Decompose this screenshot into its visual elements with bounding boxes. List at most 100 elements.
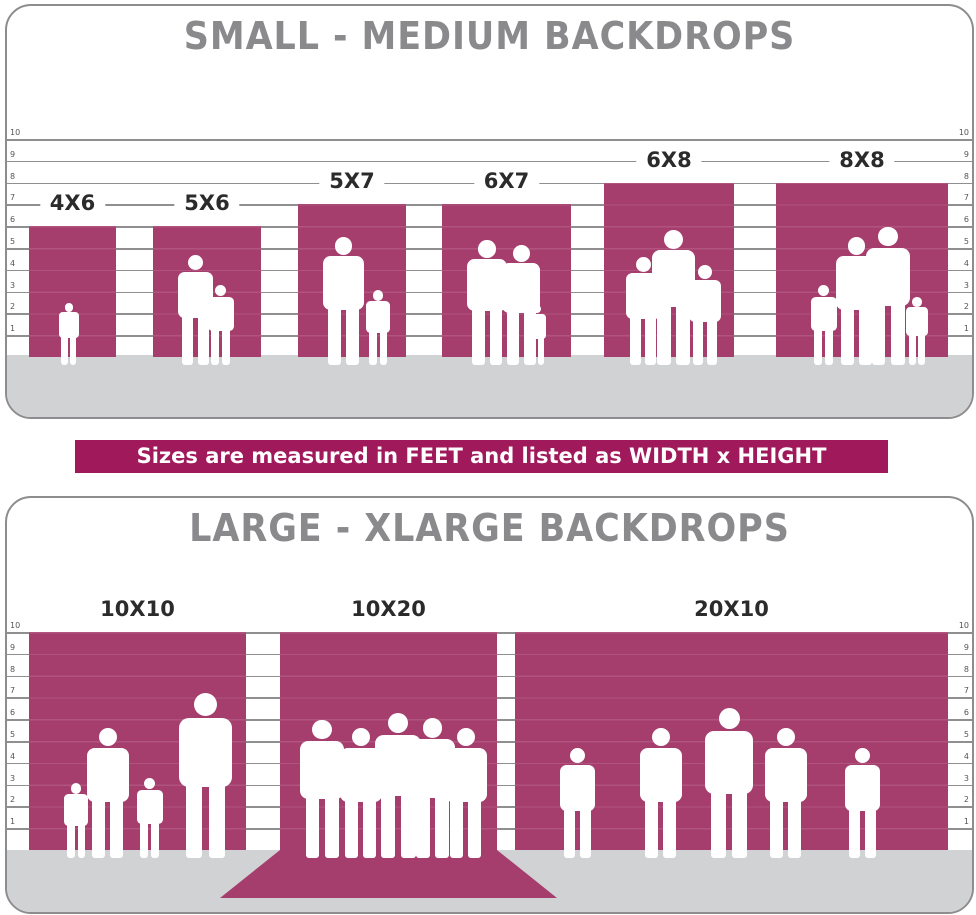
head <box>512 245 530 262</box>
person-silhouette <box>208 285 234 365</box>
person-silhouette <box>467 240 507 365</box>
head <box>532 305 541 314</box>
head <box>698 265 712 279</box>
head <box>388 713 409 734</box>
backdrop-label: 4X6 <box>39 191 106 216</box>
backdrop-label: 10X10 <box>90 597 185 621</box>
person-silhouette <box>445 728 487 858</box>
scale-tick-left: 6 <box>10 708 16 718</box>
leg <box>676 297 690 365</box>
leg <box>732 783 747 858</box>
head <box>818 285 830 297</box>
scale-tick-left: 1 <box>10 324 16 334</box>
leg <box>645 793 659 858</box>
leg <box>693 315 703 365</box>
leg <box>630 311 642 365</box>
leg <box>415 788 430 858</box>
scale-tick-right: 1 <box>963 324 969 334</box>
leg <box>707 315 717 365</box>
leg <box>151 818 160 858</box>
scale-tick-right: 3 <box>963 280 969 290</box>
scale-tick-left: 2 <box>10 795 16 805</box>
torso <box>137 790 163 824</box>
person-silhouette <box>179 693 232 858</box>
torso <box>178 271 214 318</box>
head <box>187 255 204 271</box>
leg <box>369 327 377 365</box>
backdrop-label: 8X8 <box>829 147 895 172</box>
leg <box>380 785 396 858</box>
leg <box>841 301 854 365</box>
torso <box>502 263 541 314</box>
leg <box>814 325 823 365</box>
leg <box>67 820 75 858</box>
person-silhouette <box>652 230 696 365</box>
scale-tick-right: 1 <box>963 817 969 827</box>
scale-tick-right: 5 <box>963 237 969 246</box>
torso <box>445 747 487 803</box>
scale-tick-left: 9 <box>10 642 16 652</box>
person-silhouette <box>59 303 79 365</box>
leg <box>579 803 591 858</box>
scale-line <box>7 160 972 163</box>
leg <box>472 302 485 365</box>
leg <box>401 785 416 858</box>
scale-tick-right: 2 <box>963 795 969 805</box>
units-banner: Sizes are measured in FEET and listed as… <box>75 440 888 473</box>
leg <box>363 793 377 858</box>
scale-tick-left: 7 <box>10 193 16 203</box>
leg <box>208 775 226 858</box>
head <box>878 227 898 247</box>
leg <box>657 297 671 365</box>
leg <box>328 301 341 365</box>
leg <box>890 296 905 365</box>
torso <box>845 764 881 811</box>
backdrop-4X6 <box>29 226 116 357</box>
torso <box>527 314 547 340</box>
head <box>422 718 443 738</box>
torso <box>340 747 382 803</box>
torso <box>560 764 596 811</box>
head <box>144 778 156 790</box>
leg <box>379 327 387 365</box>
scale-tick-right: 9 <box>963 149 969 159</box>
leg <box>788 793 802 858</box>
leg <box>305 789 320 858</box>
leg <box>859 301 872 365</box>
scale-tick-right: 6 <box>963 708 969 718</box>
leg <box>871 296 886 365</box>
torso <box>300 740 345 799</box>
leg <box>506 305 519 365</box>
backdrop-label: 5X6 <box>174 191 240 216</box>
leg <box>185 775 203 858</box>
scale-tick-left: 5 <box>10 237 16 246</box>
person-silhouette <box>323 237 364 365</box>
head <box>334 237 353 255</box>
scale-tick-right: 4 <box>963 258 969 268</box>
leg <box>849 803 861 858</box>
scale-tick-right: 2 <box>963 302 969 312</box>
person-silhouette <box>845 748 881 858</box>
leg <box>182 310 194 365</box>
scale-tick-left: 10 <box>10 621 21 630</box>
leg <box>222 325 231 365</box>
person-silhouette <box>689 265 721 365</box>
scale-tick-right: 10 <box>958 621 969 630</box>
torso <box>652 250 696 307</box>
leg <box>537 335 544 365</box>
large-xlarge-panel: LARGE - XLARGE BACKDROPS 1 1 2 2 3 3 4 4 5 5 6 6 7 7 8… <box>5 496 974 914</box>
scale-tick-right: 5 <box>963 730 969 739</box>
small-medium-panel: SMALL - MEDIUM BACKDROPS 1 1 2 2 3 3 4 4 5 5 6 6 7 7 8… <box>5 4 974 419</box>
person-silhouette <box>300 720 345 858</box>
head <box>776 728 795 747</box>
person-silhouette <box>87 728 129 858</box>
scale-tick-right: 7 <box>963 686 969 696</box>
torso <box>765 747 807 803</box>
head <box>312 720 332 740</box>
person-silhouette <box>366 290 390 365</box>
head <box>635 257 651 273</box>
head <box>351 728 370 747</box>
head <box>847 237 866 255</box>
person-silhouette <box>375 713 422 858</box>
leg <box>825 325 834 365</box>
